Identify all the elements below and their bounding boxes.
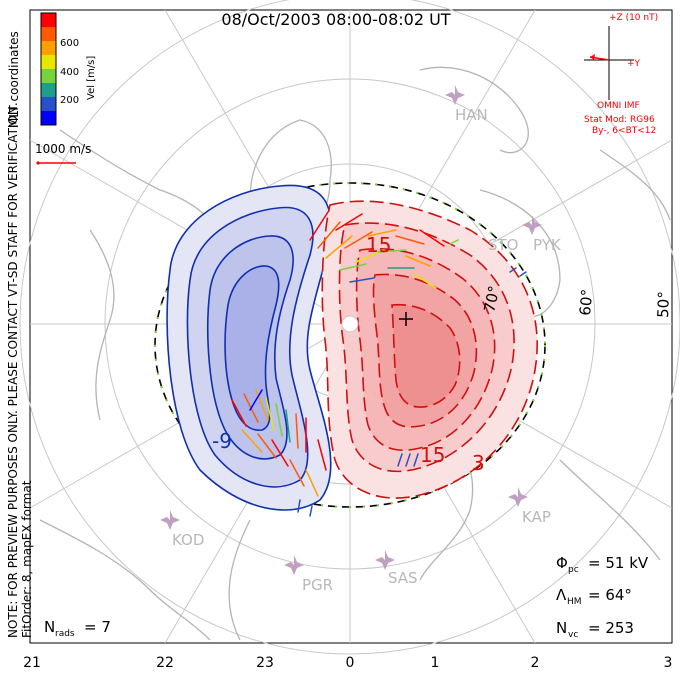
station-han: HAN bbox=[445, 85, 488, 124]
svg-text:= 253: = 253 bbox=[588, 619, 634, 637]
svg-text:pc: pc bbox=[568, 565, 579, 575]
stat-nrads: N rads = 7 bbox=[44, 618, 111, 639]
vector-cluster-dusk bbox=[231, 389, 327, 497]
svg-text:PGR: PGR bbox=[302, 576, 333, 594]
fit-order-note: FitOrder: 8, mapEX format bbox=[20, 480, 34, 638]
pos-contour-label-3: 3 bbox=[472, 451, 485, 475]
station-kod: KOD bbox=[160, 510, 204, 549]
positive-potential-cell bbox=[321, 200, 538, 499]
svg-text:SAS: SAS bbox=[388, 569, 418, 587]
imf-model-1: Stat Mod: RG96 bbox=[584, 115, 655, 125]
svg-text:rads: rads bbox=[55, 629, 75, 639]
svg-text:KAP: KAP bbox=[522, 508, 551, 526]
svg-text:N: N bbox=[44, 618, 55, 636]
latitude-labels: 70° 60° 50° bbox=[480, 284, 673, 318]
imf-bz-label: +Z (10 nT) bbox=[609, 13, 658, 23]
pos-contour-label-1: 15 bbox=[366, 233, 391, 257]
lat-label-60: 60° bbox=[576, 288, 596, 316]
colorbar-tick-200: 200 bbox=[60, 95, 79, 106]
svg-text:= 7: = 7 bbox=[84, 618, 111, 636]
svg-text:PYK: PYK bbox=[533, 236, 562, 254]
imf-dial: +Z (10 nT) +Y OMNI IMF Stat Mod: RG96 By… bbox=[584, 13, 658, 136]
map-title: 08/Oct/2003 08:00-08:02 UT bbox=[221, 10, 450, 29]
svg-text:KOD: KOD bbox=[172, 531, 204, 549]
velocity-colorbar: 600 400 200 Vel [m/s] bbox=[40, 12, 97, 126]
stat-nvc: N vc = 253 bbox=[556, 619, 634, 640]
mlt-axis: 21 22 23 0 1 2 3 bbox=[23, 655, 672, 671]
mlt-tick-1: 1 bbox=[431, 655, 440, 671]
imf-by-label: +Y bbox=[627, 59, 641, 69]
colorbar-title: Vel [m/s] bbox=[86, 56, 97, 100]
mlt-tick-3: 3 bbox=[664, 655, 673, 671]
stat-lambda-hm: Λ HM = 64° bbox=[556, 586, 632, 607]
max-potential-marker bbox=[399, 312, 413, 326]
vector-scatter bbox=[297, 239, 527, 517]
svg-text:STO: STO bbox=[488, 236, 519, 254]
svg-text:Λ: Λ bbox=[556, 586, 567, 604]
pole-marker bbox=[341, 315, 359, 333]
mlt-tick-23: 23 bbox=[256, 655, 274, 671]
svg-text:HM: HM bbox=[567, 597, 582, 607]
preview-note: NOTE: FOR PREVIEW PURPOSES ONLY. PLEASE … bbox=[6, 102, 20, 638]
velocity-vectors bbox=[231, 211, 527, 517]
mlt-tick-22: 22 bbox=[156, 655, 174, 671]
svg-text:Φ: Φ bbox=[556, 554, 568, 572]
svg-text:HAN: HAN bbox=[455, 106, 488, 124]
stations: HAN STO PYK KOD PGR SAS KAP bbox=[160, 85, 562, 594]
svg-text:vc: vc bbox=[568, 630, 578, 640]
pos-contour-label-2: 15 bbox=[420, 443, 445, 467]
station-kap: KAP bbox=[508, 487, 551, 526]
neg-contour-label: -9 bbox=[212, 429, 232, 453]
station-pyk: PYK bbox=[533, 236, 562, 254]
negative-potential-cell bbox=[166, 184, 332, 511]
mlt-tick-2: 2 bbox=[531, 655, 540, 671]
lat-label-70: 70° bbox=[480, 284, 503, 314]
statistics: Φ pc = 51 kV Λ HM = 64° N vc = 253 N rad… bbox=[44, 554, 649, 640]
station-pgr: PGR bbox=[284, 555, 333, 594]
vector-cluster-dawn bbox=[309, 211, 445, 289]
svg-text:= 64°: = 64° bbox=[588, 586, 632, 604]
boundary-markers bbox=[153, 181, 547, 509]
station-sas: SAS bbox=[375, 550, 418, 587]
mlt-tick-0: 0 bbox=[346, 655, 355, 671]
mlt-tick-21: 21 bbox=[23, 655, 41, 671]
scale-vector-label: 1000 m/s bbox=[35, 142, 91, 156]
coordinates-label: MLT coordinates bbox=[7, 31, 21, 128]
pos-contour-5 bbox=[391, 303, 461, 408]
scale-vector: 1000 m/s bbox=[35, 142, 91, 165]
svg-text:N: N bbox=[556, 619, 567, 637]
station-sto: STO bbox=[488, 215, 542, 254]
imf-model-2: By-, 6<BT<12 bbox=[592, 126, 656, 136]
imf-source: OMNI IMF bbox=[597, 101, 640, 111]
neg-contour-4 bbox=[224, 265, 280, 431]
lat-label-50: 50° bbox=[654, 291, 673, 318]
colorbar-tick-400: 400 bbox=[60, 67, 79, 78]
svg-text:= 51 kV: = 51 kV bbox=[588, 554, 649, 572]
colorbar-tick-600: 600 bbox=[60, 38, 79, 49]
stat-phi-pc: Φ pc = 51 kV bbox=[556, 554, 649, 575]
